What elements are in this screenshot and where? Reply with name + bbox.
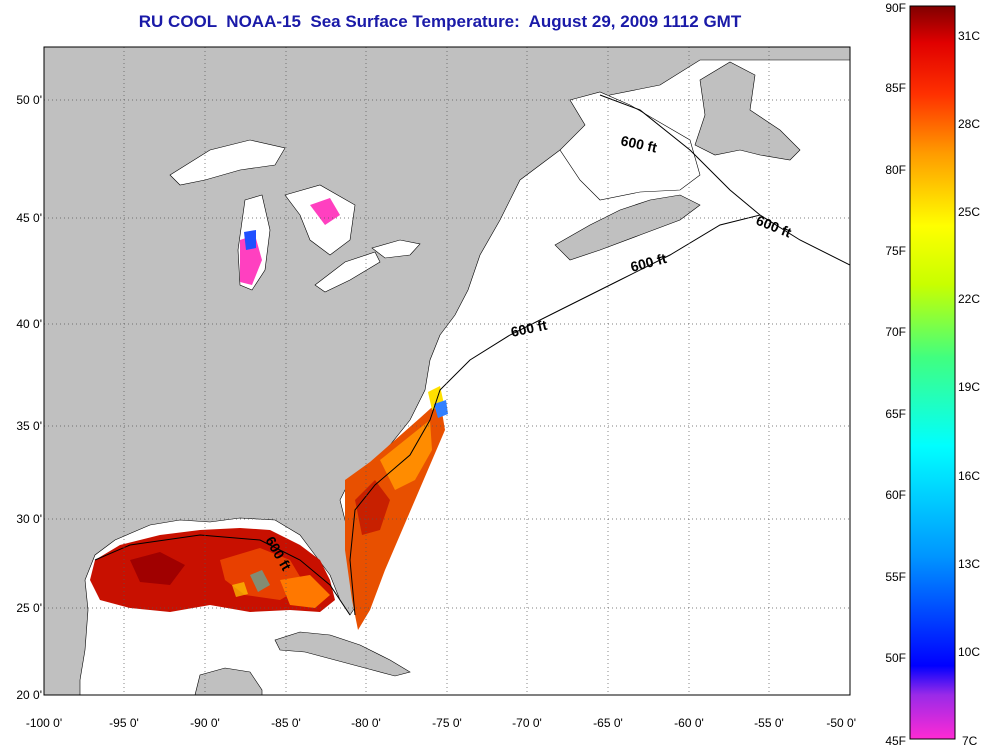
sst-atlantic-coast	[345, 386, 448, 630]
isobath-600ft-gulf	[94, 534, 351, 616]
sst-gulf-of-mexico	[90, 528, 335, 612]
lat-tick: 30 0'	[16, 512, 42, 526]
lat-tick: 45 0'	[16, 211, 42, 225]
cb-c-label: 10C	[958, 645, 980, 659]
cb-c-label: 16C	[958, 469, 980, 483]
lon-tick: -75 0'	[432, 716, 462, 730]
lat-tick: 50 0'	[16, 93, 42, 107]
colorbar: 90F 85F 80F 75F 70F 65F 60F 55F 50F 45F …	[885, 1, 980, 748]
map-title: RU COOL NOAA-15 Sea Surface Temperature:…	[138, 12, 742, 31]
cb-c-label: 28C	[958, 117, 980, 131]
lon-tick: -80 0'	[351, 716, 381, 730]
gulf-st-lawrence	[559, 91, 701, 201]
lon-tick: -65 0'	[593, 716, 623, 730]
sst-lake-michigan	[240, 235, 262, 285]
cb-f-label: 70F	[885, 325, 906, 339]
contour-label-4: 600 ft	[509, 317, 548, 340]
lat-tick: 20 0'	[16, 688, 42, 702]
lon-tick: -55 0'	[754, 716, 784, 730]
lon-axis: -100 0' -95 0' -90 0' -85 0' -80 0' -75 …	[26, 716, 856, 730]
lat-tick: 40 0'	[16, 317, 42, 331]
cb-f-label: 50F	[885, 651, 906, 665]
lake-ontario	[371, 239, 421, 259]
cb-c-label: 13C	[958, 557, 980, 571]
cb-f-label: 55F	[885, 570, 906, 584]
colorbar-gradient	[909, 5, 956, 740]
lake-huron	[284, 184, 356, 256]
cb-c-label: 22C	[958, 292, 980, 306]
map-frame	[43, 46, 851, 696]
graticule	[44, 47, 850, 695]
cb-c-label: 25C	[958, 205, 980, 219]
cb-c-label: 31C	[958, 29, 980, 43]
land-cuba	[274, 631, 411, 677]
land-newfoundland	[694, 61, 801, 161]
lat-axis: 20 0' 25 0' 30 0' 35 0' 40 0' 45 0' 50 0…	[16, 93, 42, 702]
lake-superior	[169, 139, 286, 186]
lat-tick: 25 0'	[16, 601, 42, 615]
isobath-600ft	[349, 214, 850, 616]
cb-f-label: 85F	[885, 81, 906, 95]
lon-tick: -90 0'	[190, 716, 220, 730]
lon-tick: -100 0'	[26, 716, 62, 730]
cb-f-label: 45F	[885, 734, 906, 748]
lake-erie	[314, 251, 381, 293]
cb-f-label: 80F	[885, 163, 906, 177]
cb-f-label: 65F	[885, 407, 906, 421]
cb-c-label: 19C	[958, 380, 980, 394]
lon-tick: -70 0'	[512, 716, 542, 730]
lon-tick: -85 0'	[271, 716, 301, 730]
lon-tick: -60 0'	[674, 716, 704, 730]
lon-tick: -50 0'	[826, 716, 856, 730]
lon-tick: -95 0'	[109, 716, 139, 730]
cb-f-label: 90F	[885, 1, 906, 15]
land-yucatan	[194, 667, 263, 695]
cb-f-label: 75F	[885, 244, 906, 258]
land-nova-scotia	[554, 194, 701, 261]
cb-c-label: 7C	[962, 734, 978, 748]
lat-tick: 35 0'	[16, 419, 42, 433]
isobath-600ft-nw	[599, 94, 761, 216]
cb-f-label: 60F	[885, 488, 906, 502]
sst-lake-michigan-cool	[244, 230, 256, 250]
contour-label-1: 600 ft	[619, 132, 658, 155]
